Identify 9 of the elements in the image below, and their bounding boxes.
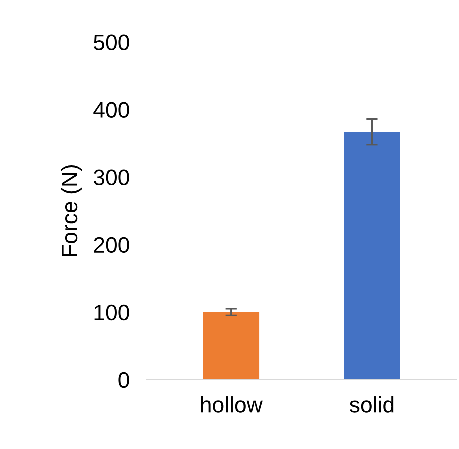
y-tick-label: 200 <box>94 237 130 254</box>
y-tick-label: 300 <box>94 170 130 186</box>
y-tick-label: 400 <box>94 102 130 118</box>
y-axis-title: Force (N) <box>61 165 82 256</box>
y-tick-label: 100 <box>94 304 130 321</box>
y-tick-label: 500 <box>94 34 130 50</box>
y-tick-label: 0 <box>118 372 130 388</box>
x-tick-label: hollow <box>201 396 263 413</box>
x-tick-label: solid <box>350 396 394 413</box>
